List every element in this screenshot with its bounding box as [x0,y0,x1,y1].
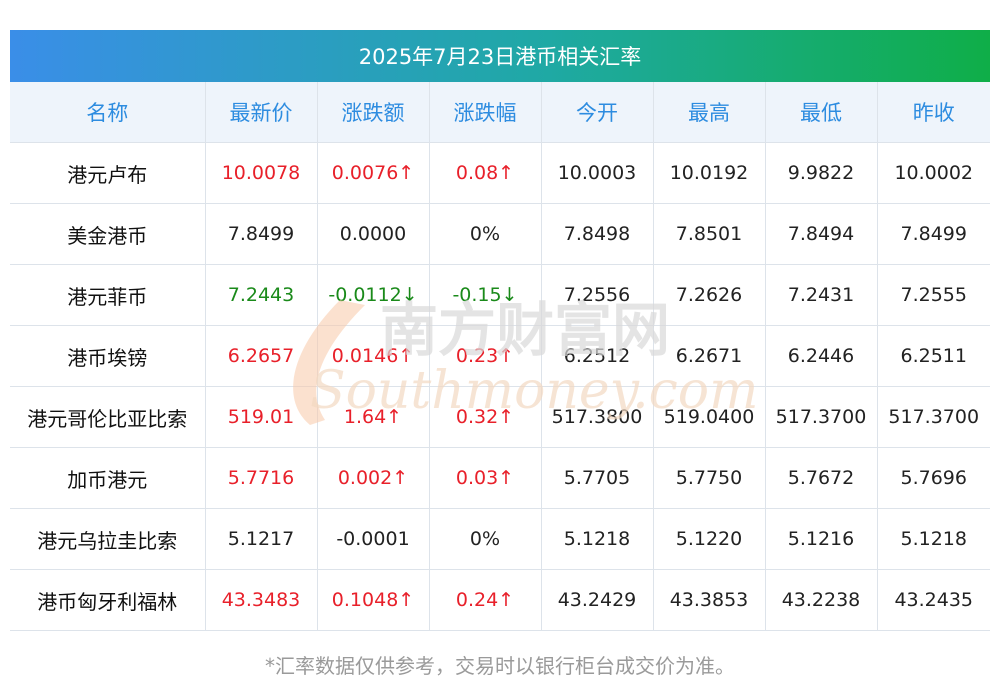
cell-name: 港币埃镑 [10,325,206,387]
cell-open: 517.3800 [541,386,654,448]
cell-prev-close: 5.7696 [877,447,990,509]
cell-change: 0.002↑ [317,447,430,509]
column-header-open: 今开 [541,82,654,143]
cell-change-pct: 0.24↑ [429,569,542,631]
cell-high: 7.8501 [653,203,766,265]
cell-latest: 7.2443 [205,264,318,326]
cell-latest: 5.1217 [205,508,318,570]
cell-high: 5.1220 [653,508,766,570]
cell-prev-close: 517.3700 [877,386,990,448]
table-row: 加币港元 5.7716 0.002↑ 0.03↑ 5.7705 5.7750 5.7672 5… [10,447,990,509]
cell-change-pct: 0.08↑ [429,142,542,204]
footnote: *汇率数据仅供参考，交易时以银行柜台成交价为准。 [265,654,735,678]
cell-low: 7.8494 [765,203,878,265]
cell-change-pct: 0.32↑ [429,386,542,448]
cell-name: 港元菲币 [10,264,206,326]
cell-low: 517.3700 [765,386,878,448]
cell-change-pct: 0% [429,203,542,265]
page-title: 2025年7月23日港币相关汇率 [10,30,990,82]
cell-prev-close: 6.2511 [877,325,990,387]
cell-open: 10.0003 [541,142,654,204]
column-header-prev-close: 昨收 [877,82,990,143]
cell-change: 0.0146↑ [317,325,430,387]
cell-low: 5.1216 [765,508,878,570]
table-row: 港元菲币 7.2443 -0.0112↓ -0.15↓ 7.2556 7.2626 7.24… [10,264,990,326]
cell-change: -0.0001 [317,508,430,570]
cell-low: 6.2446 [765,325,878,387]
cell-high: 5.7750 [653,447,766,509]
column-header-low: 最低 [765,82,878,143]
cell-high: 43.3853 [653,569,766,631]
cell-prev-close: 5.1218 [877,508,990,570]
cell-prev-close: 10.0002 [877,142,990,204]
cell-change: 0.0000 [317,203,430,265]
cell-low: 43.2238 [765,569,878,631]
cell-latest: 43.3483 [205,569,318,631]
column-header-change: 涨跌额 [317,82,430,143]
cell-prev-close: 43.2435 [877,569,990,631]
cell-open: 5.7705 [541,447,654,509]
table-header-row: 名称 最新价 涨跌额 涨跌幅 今开 最高 最低 昨收 [10,82,990,143]
cell-change-pct: 0.23↑ [429,325,542,387]
cell-change-pct: 0% [429,508,542,570]
cell-change: -0.0112↓ [317,264,430,326]
cell-open: 43.2429 [541,569,654,631]
cell-change: 0.0076↑ [317,142,430,204]
cell-latest: 6.2657 [205,325,318,387]
cell-low: 9.9822 [765,142,878,204]
table-row: 港元哥伦比亚比索 519.01 1.64↑ 0.32↑ 517.3800 519.0400… [10,386,990,448]
cell-change-pct: 0.03↑ [429,447,542,509]
cell-change: 0.1048↑ [317,569,430,631]
cell-name: 美金港币 [10,203,206,265]
cell-change-pct: -0.15↓ [429,264,542,326]
cell-open: 6.2512 [541,325,654,387]
cell-high: 7.2626 [653,264,766,326]
cell-latest: 7.8499 [205,203,318,265]
cell-high: 10.0192 [653,142,766,204]
cell-low: 7.2431 [765,264,878,326]
cell-prev-close: 7.8499 [877,203,990,265]
cell-name: 港币匈牙利福林 [10,569,206,631]
cell-latest: 519.01 [205,386,318,448]
cell-prev-close: 7.2555 [877,264,990,326]
column-header-latest: 最新价 [205,82,318,143]
cell-latest: 10.0078 [205,142,318,204]
cell-open: 5.1218 [541,508,654,570]
cell-low: 5.7672 [765,447,878,509]
column-header-high: 最高 [653,82,766,143]
table-row: 港币埃镑 6.2657 0.0146↑ 0.23↑ 6.2512 6.2671 6.2446… [10,325,990,387]
cell-high: 6.2671 [653,325,766,387]
cell-open: 7.8498 [541,203,654,265]
cell-name: 加币港元 [10,447,206,509]
table-row: 港元乌拉圭比索 5.1217 -0.0001 0% 5.1218 5.1220 5.1216… [10,508,990,570]
exchange-rate-table: 名称 最新价 涨跌额 涨跌幅 今开 最高 最低 昨收 港元卢布 10.0078 0.… [10,82,990,631]
cell-open: 7.2556 [541,264,654,326]
table-row: 港元卢布 10.0078 0.0076↑ 0.08↑ 10.0003 10.0192 9.9… [10,142,990,204]
column-header-name: 名称 [10,82,206,143]
cell-name: 港元哥伦比亚比索 [10,386,206,448]
cell-change: 1.64↑ [317,386,430,448]
cell-name: 港元卢布 [10,142,206,204]
column-header-change-pct: 涨跌幅 [429,82,542,143]
cell-high: 519.0400 [653,386,766,448]
cell-name: 港元乌拉圭比索 [10,508,206,570]
table-row: 美金港币 7.8499 0.0000 0% 7.8498 7.8501 7.8494 7.84… [10,203,990,265]
table-row: 港币匈牙利福林 43.3483 0.1048↑ 0.24↑ 43.2429 43.3853… [10,569,990,631]
cell-latest: 5.7716 [205,447,318,509]
